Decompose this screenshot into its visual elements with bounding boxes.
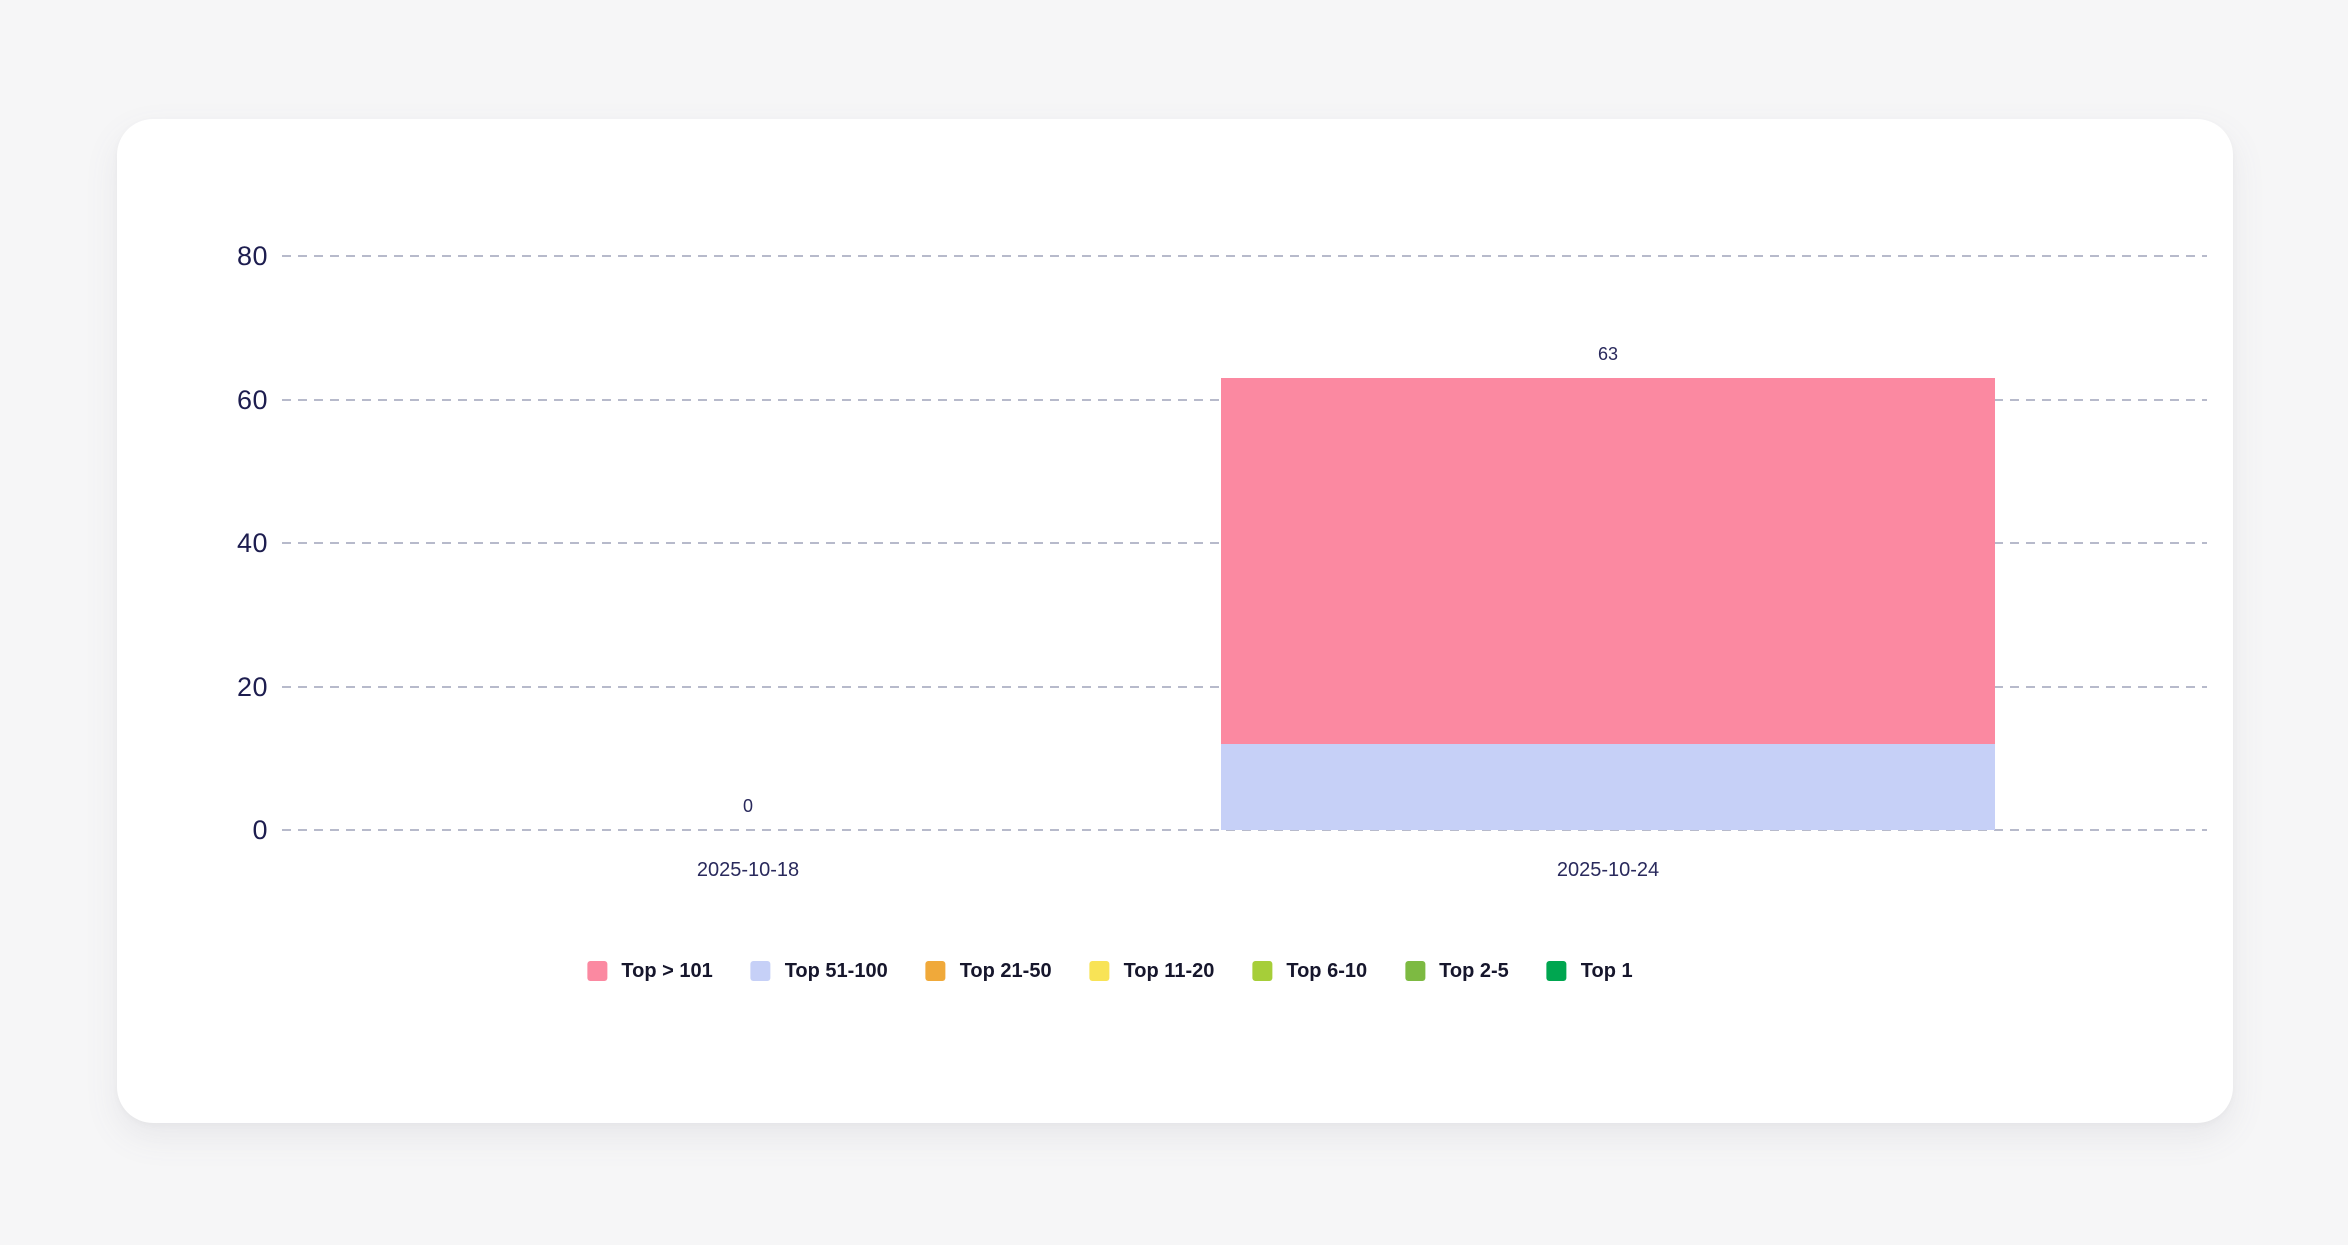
gridline-y-80 (282, 255, 2207, 257)
chart-legend: Top > 101 Top 51-100 Top 21-50 Top 11-20 Top… (587, 958, 1633, 984)
legend-item-label: Top 2-5 (1439, 960, 1509, 982)
x-axis-label: 2025-10-24 (1556, 859, 1660, 881)
legend-swatch-icon (587, 961, 608, 981)
legend-swatch-icon (925, 961, 946, 981)
legend-item-label: Top 6-10 (1286, 960, 1368, 982)
y-axis-tick-label: 80 (236, 241, 268, 271)
legend-swatch-icon (750, 961, 771, 981)
y-axis-tick-label: 20 (236, 671, 268, 702)
legend-item-top-6-10[interactable]: Top 6-10 (1252, 958, 1367, 984)
legend-swatch-icon (1089, 961, 1110, 981)
legend-item-top-51-100[interactable]: Top 51-100 (750, 958, 888, 984)
y-axis-tick-label: 60 (236, 384, 268, 415)
legend-swatch-icon (1405, 961, 1426, 981)
bar-total-label: 63 (1597, 343, 1619, 364)
legend-item-label: Top 1 (1580, 960, 1633, 982)
bar-segment-top-51-100[interactable] (1221, 743, 1995, 830)
legend-item-top-2-5[interactable]: Top 2-5 (1405, 958, 1509, 984)
gridline-y-0 (282, 829, 2207, 831)
y-axis-tick-label: 40 (236, 528, 268, 558)
y-axis-tick-label: 0 (252, 815, 268, 845)
legend-swatch-icon (1546, 961, 1567, 981)
x-axis-label: 2025-10-18 (696, 859, 800, 881)
bar-segment-top-101[interactable] (1221, 377, 1995, 744)
legend-item-label: Top > 101 (621, 960, 713, 982)
legend-item-top-101[interactable]: Top > 101 (587, 958, 713, 984)
legend-item-label: Top 21-50 (959, 960, 1052, 982)
legend-swatch-icon (1252, 961, 1273, 981)
legend-item-top-1[interactable]: Top 1 (1546, 958, 1633, 984)
legend-item-label: Top 11-20 (1123, 960, 1215, 982)
bar-total-label: 0 (742, 796, 754, 816)
legend-item-top-11-20[interactable]: Top 11-20 (1089, 958, 1215, 984)
legend-item-top-21-50[interactable]: Top 21-50 (925, 958, 1052, 984)
legend-item-label: Top 51-100 (784, 960, 888, 982)
